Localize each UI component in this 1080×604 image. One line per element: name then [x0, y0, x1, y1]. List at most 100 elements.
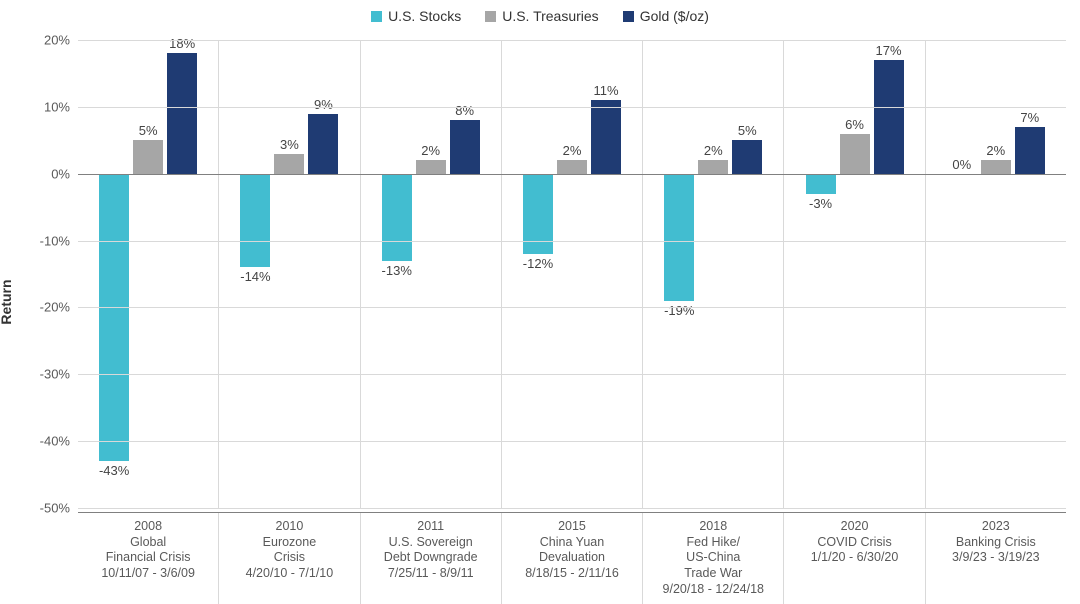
x-label-line: Debt Downgrade [365, 550, 497, 566]
bar-wrap: 2% [416, 40, 446, 508]
bar-wrap: 6% [840, 40, 870, 508]
x-label-line: Devaluation [506, 550, 638, 566]
bar-value-label: -13% [382, 263, 412, 278]
x-axis-labels: 2008GlobalFinancial Crisis10/11/07 - 3/6… [78, 512, 1066, 604]
bar-wrap: 0% [947, 40, 977, 508]
x-label-line: 2018 [647, 519, 779, 535]
x-label-line: Eurozone [223, 535, 355, 551]
bar-wrap: 5% [133, 40, 163, 508]
bar [133, 140, 163, 173]
bar-value-label: 2% [563, 143, 582, 158]
bar-group: 0%2%7% [926, 40, 1066, 508]
bar-value-label: 9% [314, 97, 333, 112]
bar [416, 160, 446, 173]
bar-value-label: 18% [169, 36, 195, 51]
x-label-line: 9/20/18 - 12/24/18 [647, 582, 779, 598]
x-label: 2008GlobalFinancial Crisis10/11/07 - 3/6… [78, 513, 219, 604]
bar-value-label: 0% [952, 157, 971, 172]
bar [557, 160, 587, 173]
bar-wrap: 11% [591, 40, 621, 508]
bar [308, 114, 338, 174]
legend-label: U.S. Stocks [388, 8, 461, 24]
x-label-line: Fed Hike/ [647, 535, 779, 551]
bar-value-label: 6% [845, 117, 864, 132]
gridline [78, 40, 1066, 41]
bar-value-label: 5% [139, 123, 158, 138]
y-tick-label: 20% [44, 33, 78, 48]
x-label-line: Trade War [647, 566, 779, 582]
bars: -14%3%9% [219, 40, 359, 508]
bar [591, 100, 621, 174]
x-label: 2020COVID Crisis1/1/20 - 6/30/20 [784, 513, 925, 604]
bar-value-label: -43% [99, 463, 129, 478]
bar [698, 160, 728, 173]
bars: 0%2%7% [926, 40, 1066, 508]
bar-wrap: -12% [523, 40, 553, 508]
x-label-line: US-China [647, 550, 779, 566]
bar-value-label: 8% [455, 103, 474, 118]
legend: U.S. Stocks U.S. Treasuries Gold ($/oz) [0, 8, 1080, 24]
bar-wrap: 2% [557, 40, 587, 508]
x-label-line: China Yuan [506, 535, 638, 551]
x-label-line: 10/11/07 - 3/6/09 [82, 566, 214, 582]
y-tick-label: -50% [40, 501, 78, 516]
bar [274, 154, 304, 174]
x-label-line: 2023 [930, 519, 1062, 535]
y-tick-label: 10% [44, 99, 78, 114]
bar-value-label: 2% [421, 143, 440, 158]
legend-item: Gold ($/oz) [623, 8, 709, 24]
x-label-line: 2020 [788, 519, 920, 535]
bars: -13% 2% 8% [361, 40, 501, 508]
bars: -12% 2% 11% [502, 40, 642, 508]
x-label-line: Global [82, 535, 214, 551]
bar-value-label: -12% [523, 256, 553, 271]
x-label-line: 8/18/15 - 2/11/16 [506, 566, 638, 582]
legend-label: Gold ($/oz) [640, 8, 709, 24]
bar-wrap: -14% [240, 40, 270, 508]
bar [806, 174, 836, 194]
x-label-line: 2015 [506, 519, 638, 535]
bar [450, 120, 480, 173]
bar [874, 60, 904, 174]
bar-wrap: 8% [450, 40, 480, 508]
legend-swatch [485, 11, 496, 22]
x-label-line: 2010 [223, 519, 355, 535]
bar-wrap: 9% [308, 40, 338, 508]
bar-wrap: 7% [1015, 40, 1045, 508]
bar-value-label: 17% [876, 43, 902, 58]
gridline [78, 441, 1066, 442]
bar-wrap: 5% [732, 40, 762, 508]
bar-wrap: -13% [382, 40, 412, 508]
x-label-line: 2008 [82, 519, 214, 535]
legend-item: U.S. Treasuries [485, 8, 598, 24]
bar-wrap: -43% [99, 40, 129, 508]
bars: -43% 5% 18% [78, 40, 218, 508]
x-label-line: Financial Crisis [82, 550, 214, 566]
bar-wrap: -3% [806, 40, 836, 508]
x-label: 2015China YuanDevaluation8/18/15 - 2/11/… [502, 513, 643, 604]
y-axis-label: Return [0, 279, 14, 324]
bar-value-label: 5% [738, 123, 757, 138]
bar-group: -3% 6% 17% [784, 40, 925, 508]
y-tick-label: -40% [40, 434, 78, 449]
bar-wrap: -19% [664, 40, 694, 508]
bar-value-label: -3% [809, 196, 832, 211]
bar [382, 174, 412, 261]
gridline [78, 508, 1066, 509]
bar-group: -13% 2% 8% [361, 40, 502, 508]
bar-group: -12% 2% 11% [502, 40, 643, 508]
bar-wrap: 18% [167, 40, 197, 508]
returns-chart: U.S. Stocks U.S. Treasuries Gold ($/oz) Re… [0, 0, 1080, 604]
x-label-line: 7/25/11 - 8/9/11 [365, 566, 497, 582]
bar [664, 174, 694, 301]
plot-area: -43% 5% 18% -14%3%9% -13% 2% 8% -12% 2% 11% -19% 2%… [78, 40, 1066, 508]
y-tick-label: -30% [40, 367, 78, 382]
legend-swatch [623, 11, 634, 22]
bar-group: -43% 5% 18% [78, 40, 219, 508]
x-label-line: Crisis [223, 550, 355, 566]
x-label-line: 3/9/23 - 3/19/23 [930, 550, 1062, 566]
bar-wrap: 17% [874, 40, 904, 508]
bar [240, 174, 270, 268]
x-label: 2011U.S. SovereignDebt Downgrade7/25/11 … [361, 513, 502, 604]
bar-value-label: 2% [704, 143, 723, 158]
